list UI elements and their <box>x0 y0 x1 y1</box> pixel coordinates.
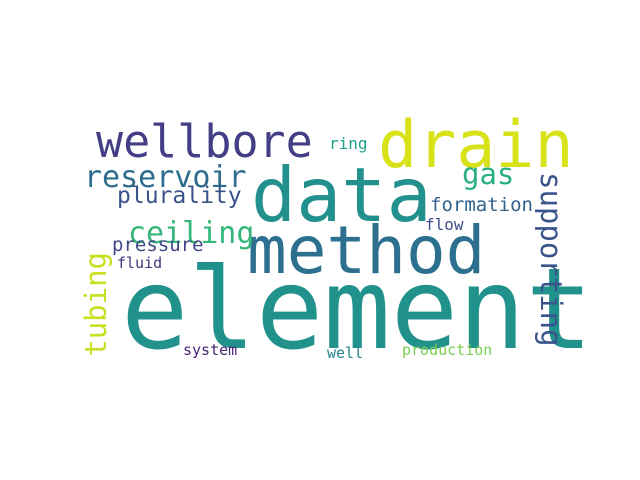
word-fluid: fluid <box>117 256 162 271</box>
word-well: well <box>327 346 363 361</box>
word-supporting: supporting <box>536 172 565 347</box>
word-ring: ring <box>329 136 368 152</box>
word-pressure: pressure <box>112 236 204 255</box>
word-formation: formation <box>430 196 533 215</box>
word-gas: gas <box>462 160 514 189</box>
word-wellbore: wellbore <box>96 119 313 164</box>
word-tubing: tubing <box>82 252 111 357</box>
word-flow: flow <box>425 217 464 233</box>
word-plurality: plurality <box>117 185 242 208</box>
word-system: system <box>183 343 237 358</box>
word-production: production <box>402 343 492 358</box>
